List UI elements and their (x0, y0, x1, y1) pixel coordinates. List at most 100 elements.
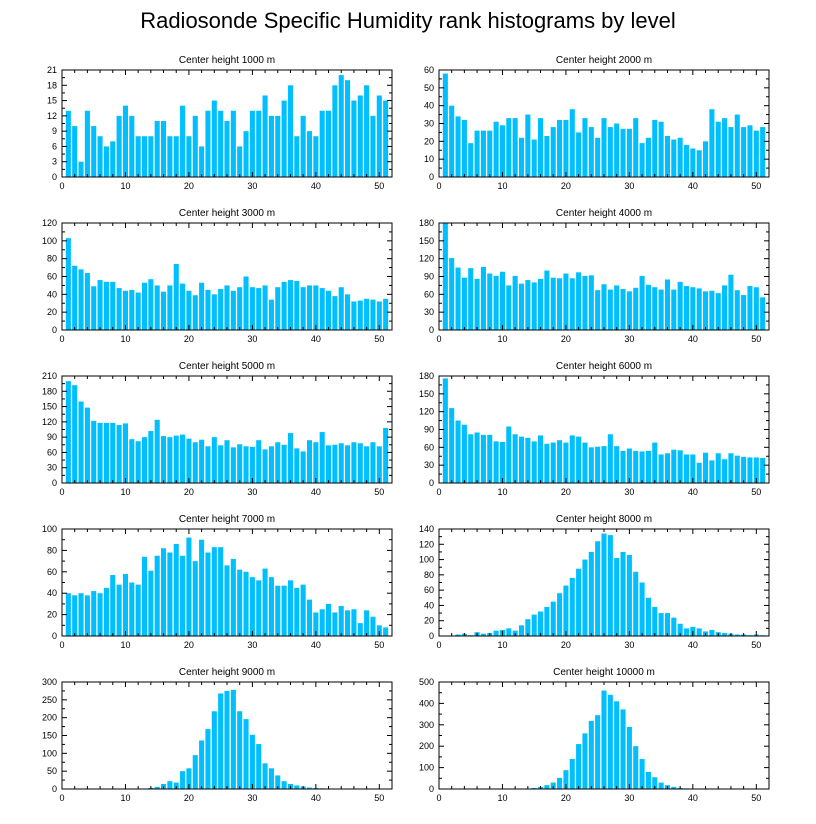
x-tick-label: 50 (751, 487, 761, 497)
bar (224, 690, 230, 789)
bar (455, 420, 461, 483)
bar (326, 445, 332, 483)
bar (538, 435, 544, 483)
y-tick-label: 100 (42, 524, 57, 534)
bar (722, 285, 728, 330)
bar (65, 381, 71, 483)
bar (538, 278, 544, 330)
x-tick-label: 40 (311, 487, 321, 497)
bar (383, 100, 389, 177)
bar (186, 768, 192, 789)
bar (72, 595, 78, 636)
bar (256, 580, 262, 636)
y-tick-label: 100 (419, 555, 434, 565)
bar (645, 597, 651, 636)
bar (103, 146, 109, 177)
bar (256, 288, 262, 330)
bar (218, 693, 224, 789)
panel-title: Center height 10000 m (553, 667, 655, 678)
bar (639, 582, 645, 636)
bar (161, 548, 167, 636)
bar (97, 593, 103, 636)
bar (186, 136, 192, 177)
bar (287, 580, 293, 636)
y-tick-label: 0 (52, 631, 57, 641)
y-tick-label: 0 (429, 478, 434, 488)
x-tick-label: 50 (751, 640, 761, 650)
bar (588, 720, 594, 789)
panel-title: Center height 9000 m (179, 667, 275, 678)
bar (338, 606, 344, 636)
bar (690, 148, 696, 177)
y-tick-label: 40 (424, 101, 434, 111)
bar (633, 571, 639, 636)
bar (345, 610, 351, 636)
bar (664, 135, 670, 177)
bar (569, 435, 575, 483)
bar (563, 119, 569, 177)
x-tick-label: 50 (374, 487, 384, 497)
bar (332, 85, 338, 177)
bar (525, 114, 531, 177)
bar (338, 287, 344, 330)
bar (84, 110, 90, 177)
bar (499, 125, 505, 177)
bar (338, 75, 344, 177)
bar (620, 128, 626, 177)
bar (550, 277, 556, 330)
bar (449, 105, 455, 177)
bar (237, 444, 243, 483)
bar (683, 144, 690, 177)
bar (243, 276, 249, 330)
x-tick-label: 0 (59, 334, 64, 344)
bar (442, 73, 448, 177)
bar (645, 284, 651, 330)
bar (237, 146, 243, 177)
bar (154, 555, 160, 636)
bar (224, 285, 230, 330)
bar (544, 270, 550, 330)
bar (224, 120, 230, 177)
y-tick-label: 180 (419, 218, 434, 228)
bar (281, 585, 287, 636)
x-tick-label: 50 (374, 334, 384, 344)
bar (728, 127, 734, 177)
bar (493, 441, 499, 483)
bar (614, 701, 620, 789)
bar (614, 446, 620, 483)
bar (262, 449, 268, 483)
y-tick-label: 90 (424, 272, 434, 282)
bar (531, 441, 537, 483)
bar (97, 422, 103, 483)
y-tick-label: 9 (52, 126, 57, 136)
bar (230, 290, 236, 330)
bar (569, 109, 575, 177)
bar (72, 265, 78, 330)
bar (518, 283, 525, 330)
x-tick-label: 20 (184, 793, 194, 803)
y-tick-label: 100 (419, 763, 434, 773)
bar (607, 289, 613, 330)
bar (65, 593, 71, 636)
y-tick-label: 12 (47, 111, 57, 121)
bar (211, 294, 217, 330)
bar (696, 288, 702, 330)
bar (588, 275, 594, 330)
bar (364, 610, 370, 636)
bar (703, 141, 709, 177)
x-tick-label: 40 (311, 181, 321, 191)
x-tick-label: 0 (59, 487, 64, 497)
bar (607, 535, 613, 636)
bar (480, 266, 486, 330)
panel-title: Center height 7000 m (179, 514, 275, 525)
bar (677, 137, 683, 177)
bar (442, 223, 448, 330)
x-tick-label: 40 (688, 334, 698, 344)
x-tick-label: 30 (624, 793, 634, 803)
bar (690, 287, 696, 330)
x-tick-label: 30 (247, 181, 257, 191)
bar (154, 120, 160, 177)
bar (544, 606, 550, 636)
bar (487, 273, 493, 330)
